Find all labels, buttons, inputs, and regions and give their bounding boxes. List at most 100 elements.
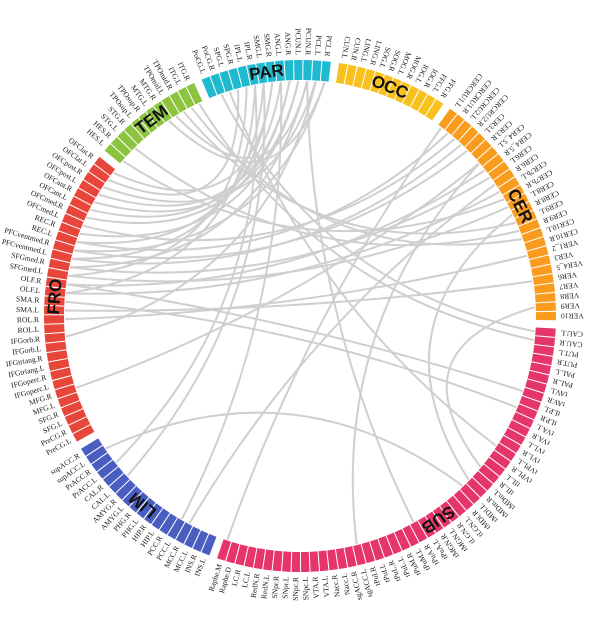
region-segment bbox=[452, 120, 472, 141]
region-segment bbox=[61, 401, 83, 417]
connection-curve bbox=[69, 176, 491, 274]
region-label: ANG.L bbox=[273, 33, 284, 57]
region-label: SMA.R bbox=[16, 294, 41, 304]
region-segment bbox=[291, 551, 301, 572]
region-segment bbox=[466, 477, 487, 498]
region-segment bbox=[447, 495, 466, 517]
region-segment bbox=[519, 395, 541, 411]
region-label: VER8 bbox=[560, 291, 580, 301]
region-label: PCL.R bbox=[323, 35, 334, 58]
connection-curve bbox=[188, 183, 496, 524]
region-segment bbox=[167, 518, 185, 540]
region-segment bbox=[507, 193, 529, 210]
region-segment bbox=[94, 156, 116, 176]
connection-curve bbox=[64, 254, 528, 321]
region-segment bbox=[515, 404, 538, 420]
region-segment bbox=[432, 506, 452, 528]
region-label: VER9 bbox=[560, 301, 580, 311]
region-segment bbox=[531, 353, 553, 366]
region-segment bbox=[518, 219, 541, 235]
region-segment bbox=[265, 61, 277, 83]
region-segment bbox=[460, 483, 480, 504]
region-label: VER6 bbox=[557, 270, 577, 282]
region-segment bbox=[327, 549, 338, 571]
connection-curve bbox=[67, 169, 486, 287]
region-label: SNpc.L bbox=[301, 576, 310, 600]
connection-curve bbox=[183, 111, 516, 235]
region-segment bbox=[253, 548, 266, 570]
region-label: VER3 bbox=[553, 250, 574, 263]
region-label: PUT.R bbox=[555, 357, 578, 370]
connection-curve bbox=[79, 80, 300, 238]
module-label-fro: FRO bbox=[44, 278, 66, 315]
region-segment bbox=[361, 541, 375, 564]
region-segment bbox=[336, 63, 348, 85]
connection-curve bbox=[226, 127, 442, 540]
region-segment bbox=[370, 538, 384, 561]
region-segment bbox=[498, 177, 520, 195]
region-segment bbox=[472, 471, 493, 491]
connection-curve bbox=[198, 103, 534, 341]
region-segment bbox=[69, 196, 92, 213]
connection-curve bbox=[190, 106, 523, 246]
connection-curve bbox=[306, 81, 415, 523]
region-segment bbox=[522, 387, 544, 402]
region-segment bbox=[136, 497, 156, 519]
region-segment bbox=[151, 508, 170, 530]
region-segment bbox=[489, 450, 511, 469]
region-segment bbox=[527, 370, 549, 384]
region-segment bbox=[58, 222, 81, 238]
region-label: ROL.L bbox=[17, 325, 40, 335]
region-segment bbox=[524, 237, 547, 251]
region-segment bbox=[210, 73, 225, 95]
links-layer bbox=[64, 80, 536, 545]
region-segment bbox=[45, 341, 67, 353]
region-segment bbox=[344, 546, 357, 568]
region-segment bbox=[294, 59, 303, 81]
region-segment bbox=[309, 551, 320, 572]
connection-curve bbox=[74, 81, 326, 253]
region-segment bbox=[48, 258, 70, 271]
region-label: SNpc.R bbox=[291, 576, 300, 601]
region-segment bbox=[533, 344, 555, 356]
region-segment bbox=[535, 292, 556, 303]
region-segment bbox=[402, 85, 419, 107]
connection-curve bbox=[180, 81, 283, 520]
region-segment bbox=[109, 473, 130, 493]
region-segment bbox=[512, 412, 534, 429]
region-segment bbox=[525, 379, 547, 393]
region-label: Nacc.L bbox=[339, 572, 352, 596]
region-segment bbox=[335, 547, 348, 570]
region-segment bbox=[478, 464, 500, 484]
connection-curve bbox=[107, 89, 240, 196]
connection-curve bbox=[134, 147, 520, 247]
region-segment bbox=[418, 516, 436, 538]
region-segment bbox=[169, 91, 187, 113]
ring-layer bbox=[43, 59, 556, 572]
region-segment bbox=[55, 231, 78, 246]
region-segment bbox=[144, 503, 163, 525]
region-segment bbox=[124, 124, 144, 145]
region-label: IFGorb.R bbox=[10, 334, 41, 346]
region-segment bbox=[45, 277, 67, 289]
region-segment bbox=[534, 283, 555, 294]
region-segment bbox=[521, 228, 544, 243]
region-segment bbox=[284, 60, 294, 81]
connection-curve bbox=[65, 280, 533, 312]
region-label: VTA.L bbox=[320, 575, 331, 598]
region-segment bbox=[272, 550, 283, 572]
region-segment bbox=[425, 511, 444, 533]
region-label: SMA.L bbox=[16, 305, 40, 315]
region-segment bbox=[228, 67, 242, 90]
region-segment bbox=[138, 112, 158, 133]
region-segment bbox=[438, 108, 457, 130]
region-segment bbox=[318, 550, 329, 572]
region-segment bbox=[527, 246, 549, 260]
region-segment bbox=[44, 324, 65, 334]
region-segment bbox=[186, 82, 203, 105]
region-label: VTA.R bbox=[311, 575, 321, 598]
region-segment bbox=[312, 60, 322, 81]
region-label: LC.R bbox=[230, 568, 243, 587]
region-label: RedN.R bbox=[249, 572, 262, 599]
